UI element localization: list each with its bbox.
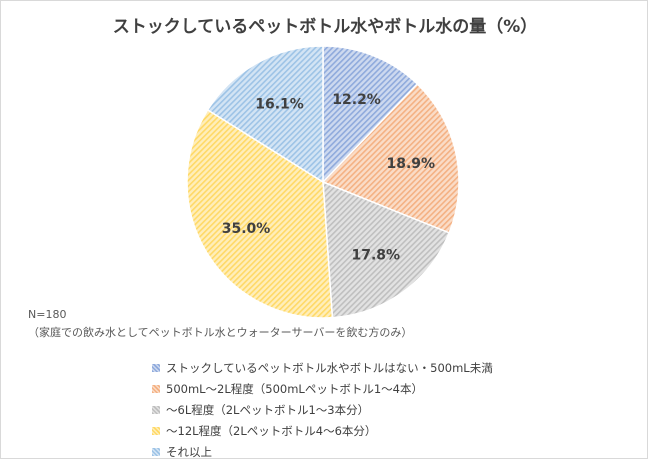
- pie-slice-up-to-12l: [186, 108, 334, 319]
- data-label-up-to-12l: 35.0%: [222, 221, 271, 237]
- legend-label: それ以上: [166, 444, 212, 459]
- legend-swatch: [152, 405, 160, 414]
- legend-swatch: [152, 447, 160, 456]
- legend-label: ～6L程度（2Lペットボトル1～3本分）: [166, 402, 370, 417]
- legend-swatch: [152, 384, 160, 393]
- legend-item-up-to-6l: ～6L程度（2Lペットボトル1～3本分）: [152, 399, 493, 420]
- legend-label: ストックしているペットボトル水やボトルはない・500mL未満: [166, 360, 493, 375]
- legend-swatch: [152, 363, 160, 372]
- sample-size-note: N=180: [28, 308, 67, 321]
- data-label-stock-none: 12.2%: [332, 92, 381, 108]
- legend-swatch: [152, 426, 160, 435]
- data-label-up-to-6l: 17.8%: [351, 248, 400, 264]
- chart-legend: ストックしているペットボトル水やボトルはない・500mL未満 500mL～2L程度…: [152, 357, 493, 462]
- pie-slice-up-to-6l: [322, 180, 451, 319]
- data-label-500ml-2l: 18.9%: [386, 156, 435, 172]
- data-label-more: 16.1%: [255, 96, 304, 112]
- pie-slice-stock-none: [322, 45, 419, 184]
- legend-label: 500mL～2L程度（500mLペットボトル1～4本）: [166, 381, 423, 396]
- pie-slice-more: [206, 45, 324, 184]
- legend-label: ～12L程度（2Lペットボトル4～6本分）: [166, 423, 377, 438]
- legend-item-up-to-12l: ～12L程度（2Lペットボトル4～6本分）: [152, 420, 493, 441]
- chart-title: ストックしているペットボトル水やボトル水の量（%）: [112, 17, 538, 37]
- legend-item-500ml-2l: 500mL～2L程度（500mLペットボトル1～4本）: [152, 378, 493, 399]
- legend-item-stock-none: ストックしているペットボトル水やボトルはない・500mL未満: [152, 357, 493, 378]
- legend-item-more: それ以上: [152, 441, 493, 462]
- condition-note: （家庭での飲み水としてペットボトル水とウォーターサーバーを飲む方のみ）: [28, 326, 413, 339]
